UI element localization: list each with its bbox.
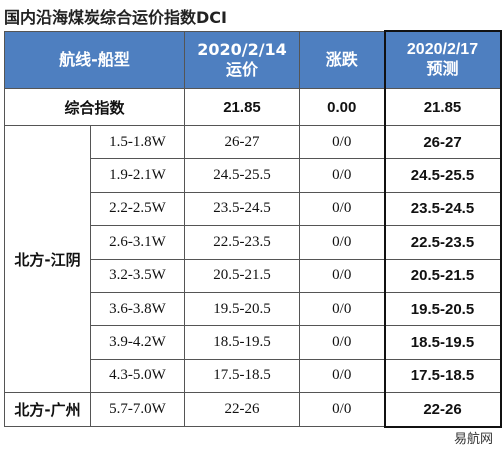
forecast: 26-27 bbox=[383, 124, 502, 160]
watermark: 易航网 bbox=[453, 432, 493, 447]
header-cell-line: 运价 bbox=[225, 59, 258, 79]
data-row: 2.6-3.1W 22.5-23.5 0/0 22.5-23.5 bbox=[5, 225, 502, 260]
forecast: 18.5-19.5 bbox=[383, 325, 502, 360]
price: 22-26 bbox=[184, 392, 300, 428]
ship-type: 2.2-2.5W bbox=[90, 191, 185, 227]
forecast: 22-26 bbox=[383, 392, 502, 428]
price: 17.5-18.5 bbox=[184, 358, 300, 394]
change: 0/0 bbox=[299, 291, 385, 327]
header-cell-line: 2020/2/17 bbox=[406, 41, 479, 58]
header-row: 航线-船型 2020/2/14 运价 涨跌 2020/2/17 预测 bbox=[4, 30, 502, 89]
change: 0/0 bbox=[299, 325, 385, 360]
data-row: 3.9-4.2W 18.5-19.5 0/0 18.5-19.5 bbox=[5, 325, 502, 360]
title: 国内沿海煤炭综合运价指数DCI bbox=[4, 8, 227, 27]
ship-type: 3.9-4.2W bbox=[90, 325, 185, 360]
price: 19.5-20.5 bbox=[184, 291, 300, 327]
change: 0/0 bbox=[299, 124, 385, 160]
route-cell: 北方-江阴 bbox=[4, 124, 91, 394]
forecast: 19.5-20.5 bbox=[383, 291, 502, 327]
summary-cell: 21.85 bbox=[184, 88, 300, 126]
forecast: 17.5-18.5 bbox=[383, 358, 502, 394]
forecast: 23.5-24.5 bbox=[383, 191, 502, 227]
header-cell-line: 预测 bbox=[426, 61, 459, 78]
price: 26-27 bbox=[184, 124, 300, 160]
summary-cell: 21.85 bbox=[383, 88, 502, 126]
ship-type: 3.2-3.5W bbox=[90, 258, 185, 293]
forecast: 20.5-21.5 bbox=[383, 258, 502, 293]
header-cell-line: 涨跌 bbox=[325, 49, 358, 69]
data-row: 3.6-3.8W 19.5-20.5 0/0 19.5-20.5 bbox=[5, 291, 502, 327]
route-cell: 北方-广州 bbox=[4, 392, 91, 428]
price: 23.5-24.5 bbox=[184, 191, 300, 227]
data-row: 1.9-2.1W 24.5-25.5 0/0 24.5-25.5 bbox=[5, 158, 502, 193]
ship-type: 5.7-7.0W bbox=[90, 392, 185, 428]
summary-cell: 综合指数 bbox=[4, 88, 185, 126]
price: 22.5-23.5 bbox=[184, 225, 300, 260]
header-cell-line: 2020/2/14 bbox=[197, 39, 287, 59]
freight-table: 航线-船型 2020/2/14 运价 涨跌 2020/2/17 预测 综合指数 21.85 0.… bbox=[4, 30, 502, 428]
change: 0/0 bbox=[299, 392, 385, 428]
header-cell: 航线-船型 bbox=[4, 30, 185, 89]
header-cell: 2020/2/17 预测 bbox=[383, 30, 502, 89]
data-row: 4.3-5.0W 17.5-18.5 0/0 17.5-18.5 bbox=[5, 358, 502, 394]
data-row: 2.2-2.5W 23.5-24.5 0/0 23.5-24.5 bbox=[5, 191, 502, 227]
ship-type: 4.3-5.0W bbox=[90, 358, 185, 394]
change: 0/0 bbox=[299, 225, 385, 260]
change: 0/0 bbox=[299, 158, 385, 193]
change: 0/0 bbox=[299, 258, 385, 293]
forecast: 22.5-23.5 bbox=[383, 225, 502, 260]
price: 24.5-25.5 bbox=[184, 158, 300, 193]
forecast: 24.5-25.5 bbox=[383, 158, 502, 193]
header-cell-line: 航线-船型 bbox=[59, 49, 130, 69]
summary-cell: 0.00 bbox=[299, 88, 385, 126]
ship-type: 3.6-3.8W bbox=[90, 291, 185, 327]
change: 0/0 bbox=[299, 358, 385, 394]
ship-type: 1.9-2.1W bbox=[90, 158, 185, 193]
data-row: 北方-广州 5.7-7.0W 22-26 0/0 22-26 bbox=[4, 392, 502, 428]
data-row: 北方-江阴 1.5-1.8W 26-27 0/0 26-27 bbox=[4, 124, 502, 394]
header-cell: 2020/2/14 运价 bbox=[184, 30, 300, 89]
ship-type: 1.5-1.8W bbox=[90, 124, 185, 160]
ship-type: 2.6-3.1W bbox=[90, 225, 185, 260]
header-cell: 涨跌 bbox=[299, 30, 385, 89]
price: 20.5-21.5 bbox=[184, 258, 300, 293]
summary-row: 综合指数 21.85 0.00 21.85 bbox=[4, 88, 502, 126]
change: 0/0 bbox=[299, 191, 385, 227]
price: 18.5-19.5 bbox=[184, 325, 300, 360]
data-row: 3.2-3.5W 20.5-21.5 0/0 20.5-21.5 bbox=[5, 258, 502, 293]
